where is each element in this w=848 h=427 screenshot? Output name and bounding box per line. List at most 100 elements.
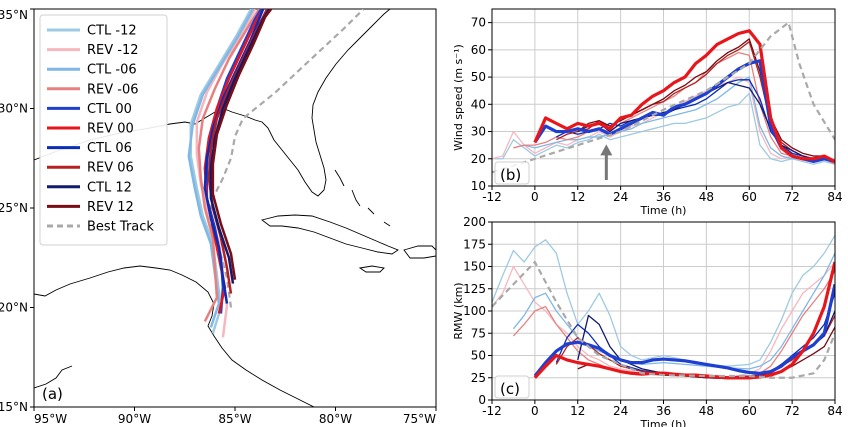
y-tick-label: 40 [471, 97, 486, 111]
legend-label: CTL -12 [87, 24, 137, 39]
series-line-3 [513, 51, 835, 165]
lon-tick-label: 85°W [218, 412, 251, 426]
x-tick-label: 60 [742, 404, 757, 418]
lon-tick-label: 80°W [319, 412, 352, 426]
x-tick-label: 48 [699, 404, 714, 418]
y-tick-label: 0 [478, 393, 486, 407]
legend-label: CTL -06 [87, 63, 137, 78]
series-line-2 [512, 252, 835, 370]
track-line-3 [197, 9, 261, 322]
x-axis-label: Time (h) [640, 204, 687, 217]
panel-label-box [494, 161, 530, 185]
y-axis-label: Wind speed (m s⁻¹) [452, 44, 465, 151]
legend-label: REV -12 [87, 43, 139, 58]
x-tick-label: 48 [699, 190, 714, 204]
legend-label: Best Track [87, 220, 154, 235]
legend-label: REV -06 [87, 82, 139, 97]
coastlines [34, 9, 436, 407]
x-tick-label: 0 [531, 190, 539, 204]
x-tick-label: 84 [827, 404, 842, 418]
rmw-panel: -12 0 12 24 36 48 60 72 840255075100125150175200… [452, 215, 843, 427]
legend-label: CTL 00 [87, 102, 132, 117]
bahamas-2 [351, 189, 361, 207]
wind-speed-panel: -12 0 12 24 36 48 60 72 84 10 20 30 40 50 60 70 Time (h)… [452, 8, 843, 217]
y-axis-label: RMW (km) [452, 282, 465, 339]
panel-label: (b) [500, 166, 521, 184]
series-group [492, 21, 835, 174]
x-tick-label: 24 [613, 190, 628, 204]
lat-tick-label: 25°N [0, 201, 28, 215]
x-axis-label: Time (h) [640, 418, 687, 427]
legend-label: CTL 06 [87, 141, 132, 156]
best-track-series [492, 260, 835, 379]
lon-tick-label: 75°W [403, 412, 436, 426]
y-tick-label: 30 [471, 125, 486, 139]
x-tick-label: 36 [656, 190, 671, 204]
panel-label: (c) [500, 380, 520, 398]
hispaniola-coast [403, 245, 436, 259]
lon-tick-label: 90°W [118, 412, 151, 426]
y-tick-label: 10 [471, 179, 486, 193]
series-line-5 [556, 41, 835, 163]
legend-label: REV 00 [87, 122, 134, 137]
track-lines [187, 9, 365, 338]
series-line-9 [533, 261, 835, 380]
bahamas-1 [334, 169, 345, 187]
series-line-4 [556, 79, 835, 163]
legend-label: REV 12 [87, 200, 134, 215]
y-tick-label: 125 [463, 282, 486, 296]
y-tick-label: 150 [463, 260, 486, 274]
y-tick-label: 70 [471, 16, 486, 30]
x-tick-label: 84 [827, 190, 842, 204]
x-tick-label: 60 [742, 190, 757, 204]
x-tick-label: 0 [531, 404, 539, 418]
legend-label: REV 06 [87, 161, 134, 176]
series-line-8 [533, 283, 835, 377]
series-line-0 [492, 235, 835, 367]
bahamas-3 [367, 207, 375, 215]
panel-label-box [494, 375, 530, 399]
panel-label-a: (a) [42, 385, 63, 403]
x-tick-label: -12 [482, 190, 502, 204]
x-tick-label: -12 [482, 404, 502, 418]
best-track-series [492, 21, 835, 174]
legend: CTL -12 REV -12 CTL -06 REV -06 CTL 00 REV 00… [39, 14, 168, 246]
y-tick-label: 25 [471, 371, 486, 385]
x-tick-label: 72 [784, 190, 799, 204]
y-tick-label: 175 [463, 237, 486, 251]
y-tick-label: 200 [463, 215, 486, 229]
series-group [492, 235, 835, 380]
y-tick-label: 50 [471, 349, 486, 363]
lat-tick-label: 30°N [0, 102, 28, 116]
x-tick-label: 12 [570, 404, 585, 418]
mexico-coast [34, 365, 73, 389]
series-line-7 [577, 38, 835, 163]
series-line-9 [533, 29, 835, 163]
us-gulf-coast [34, 9, 391, 197]
y-tick-label: 60 [471, 43, 486, 57]
map-panel: 95°W 90°W 85°W 80°W 75°W 15°N 20°N 25°N 30°N 35°N… [0, 8, 437, 426]
jamaica-coast [358, 265, 385, 273]
y-tick-label: 50 [471, 70, 486, 84]
series-line-0 [492, 92, 835, 165]
track-line-0 [189, 9, 253, 334]
y-tick-label: 20 [471, 152, 486, 166]
legend-label: CTL 12 [87, 180, 132, 195]
lat-tick-label: 20°N [0, 301, 28, 315]
cuba-coast [260, 214, 399, 255]
y-tick-label: 100 [463, 304, 486, 318]
x-tick-label: 72 [784, 404, 799, 418]
x-tick-label: 12 [570, 190, 585, 204]
bahamas-4 [383, 221, 391, 227]
track-line-8 [209, 9, 271, 284]
lat-tick-label: 35°N [0, 8, 28, 22]
x-tick-label: 36 [656, 404, 671, 418]
track-line-9 [211, 9, 273, 280]
y-tick-label: 75 [471, 326, 486, 340]
arrow-head [600, 144, 613, 156]
lon-tick-label: 95°W [34, 412, 67, 426]
lat-tick-label: 15°N [0, 400, 28, 414]
map-ticks: 95°W 90°W 85°W 80°W 75°W 15°N 20°N 25°N 30°N 35°N [0, 8, 437, 426]
x-tick-label: 24 [613, 404, 628, 418]
